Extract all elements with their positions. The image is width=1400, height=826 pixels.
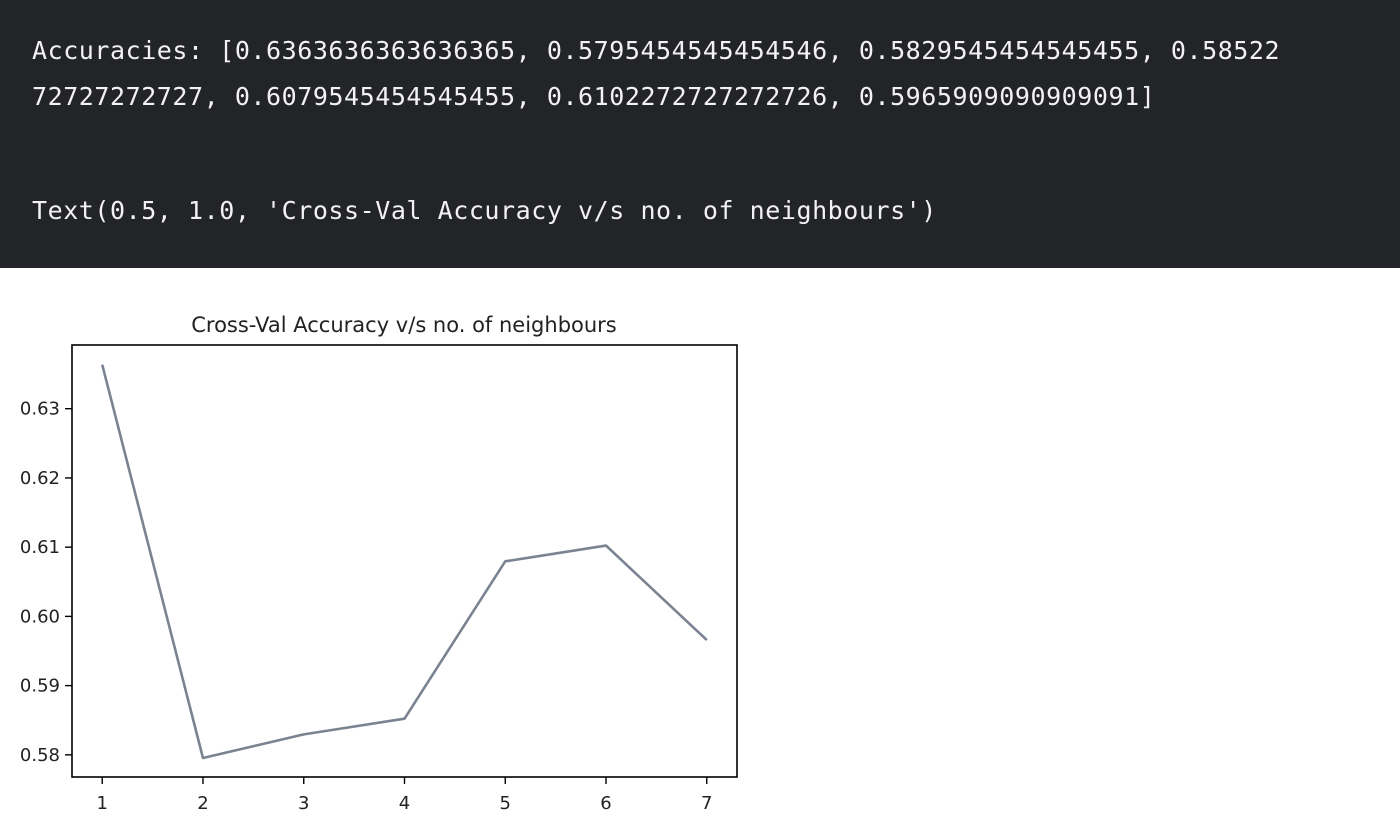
x-tick-label: 5: [500, 793, 511, 814]
ticks-layer: 1 2 3 4 5 6 7 0.58 0.59 0.60 0.61 0.62 0.63: [20, 399, 713, 814]
cell-output: Accuracies: [0.6363636363636365, 0.57954…: [0, 0, 1400, 268]
accuracies-output-line-1: Accuracies: [0.6363636363636365, 0.57954…: [32, 36, 1281, 65]
y-tick-label: 0.60: [20, 606, 60, 627]
line-chart: Cross-Val Accuracy v/s no. of neighbours…: [20, 313, 738, 814]
x-tick-label: 3: [298, 793, 309, 814]
y-tick-label: 0.58: [20, 745, 60, 766]
series-layer: [100, 364, 708, 760]
y-tick-label: 0.62: [20, 468, 60, 489]
chart-title: Cross-Val Accuracy v/s no. of neighbours: [191, 313, 617, 337]
x-tick-label: 4: [399, 793, 410, 814]
x-tick-label: 1: [97, 793, 108, 814]
x-tick-label: 7: [701, 793, 712, 814]
y-tick-label: 0.63: [20, 399, 60, 420]
series-line: [100, 364, 708, 760]
x-tick-label: 6: [600, 793, 611, 814]
y-tick-label: 0.59: [20, 676, 60, 697]
accuracies-output-line-2: 72727272727, 0.6079545454545455, 0.61022…: [32, 82, 1156, 111]
x-tick-label: 2: [197, 793, 208, 814]
axes-frame: [71, 344, 738, 778]
plot-output: Cross-Val Accuracy v/s no. of neighbours…: [0, 268, 1400, 821]
text-repr-output: Text(0.5, 1.0, 'Cross-Val Accuracy v/s n…: [32, 196, 937, 225]
y-tick-label: 0.61: [20, 537, 60, 558]
